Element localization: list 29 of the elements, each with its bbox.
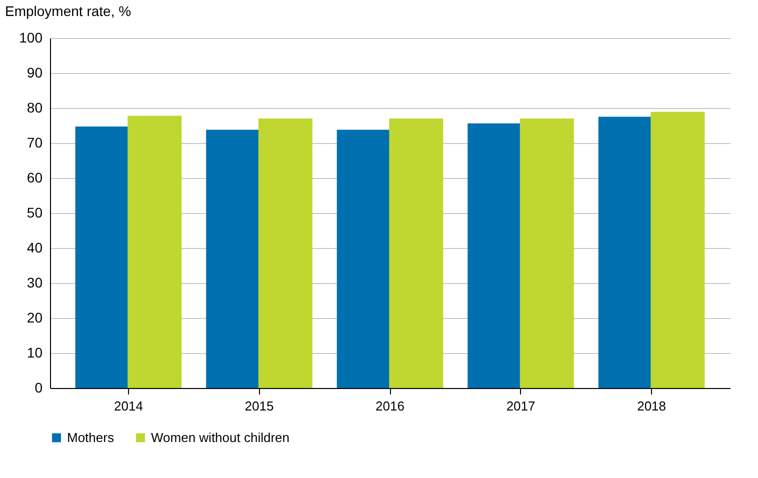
legend-label: Women without children	[151, 430, 290, 445]
y-tick-label: 30	[26, 274, 43, 290]
bar	[336, 130, 391, 388]
y-tick-label: 10	[26, 344, 43, 360]
bar	[520, 118, 574, 388]
bar	[650, 112, 705, 388]
bar	[258, 118, 312, 388]
x-tick-label: 2018	[637, 398, 666, 414]
y-tick-label: 50	[26, 204, 43, 220]
y-tick-label: 80	[26, 100, 43, 116]
y-tick-label: 0	[34, 380, 43, 396]
x-tick-label: 2014	[114, 398, 143, 414]
y-tick-label: 20	[26, 310, 43, 326]
legend-label: Mothers	[67, 430, 114, 445]
bar	[598, 116, 652, 388]
bar	[206, 130, 260, 388]
bar	[75, 126, 130, 388]
y-tick-label: 100	[19, 30, 43, 46]
x-tick-label: 2017	[506, 398, 536, 414]
y-axis-title: Employment rate, %	[5, 3, 132, 19]
y-tick-label: 90	[26, 64, 43, 80]
y-tick-label: 70	[26, 134, 43, 150]
x-tick-label: 2015	[244, 398, 274, 414]
bar	[468, 123, 522, 388]
x-tick-label: 2016	[376, 398, 404, 414]
y-tick-label: 40	[26, 240, 43, 256]
bar	[389, 118, 444, 388]
y-tick-label: 60	[26, 170, 43, 186]
bar	[128, 116, 182, 388]
